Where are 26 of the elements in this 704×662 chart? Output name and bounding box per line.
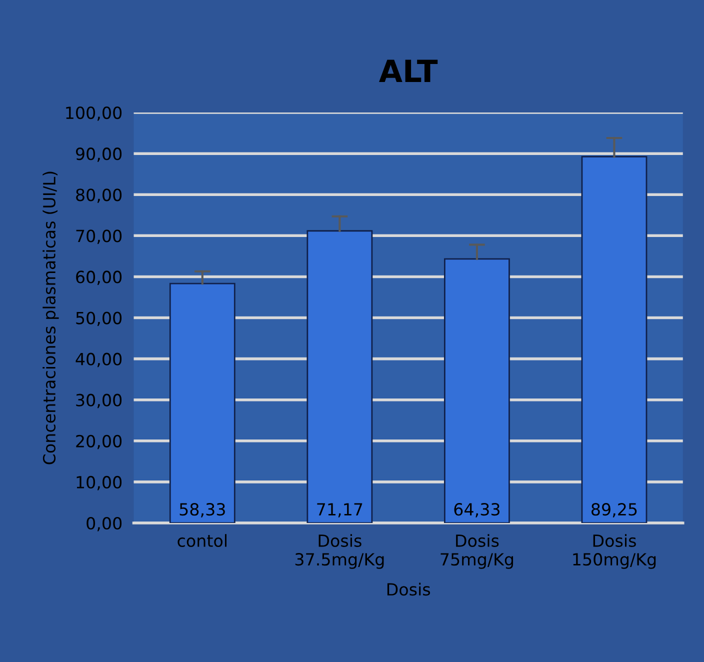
y-tick-label: 30,00: [76, 394, 122, 408]
y-tick-label: 100,00: [66, 106, 122, 121]
x-axis-title: Dosis: [387, 582, 430, 596]
bar: [169, 282, 236, 523]
y-tick-label: 90,00: [76, 148, 122, 162]
data-label: 58,33: [180, 503, 225, 518]
y-tick-label: 70,00: [76, 230, 122, 244]
x-tick-label: contol: [178, 534, 226, 547]
data-label: 89,25: [592, 503, 637, 518]
chart-title: ALT: [379, 60, 438, 82]
bar: [581, 156, 648, 523]
bar: [306, 230, 373, 523]
data-label: 71,17: [317, 503, 362, 518]
y-tick-label: 10,00: [76, 476, 122, 490]
x-tick-label: Dosis 150mg/Kg: [573, 534, 656, 569]
y-tick-label: 20,00: [76, 434, 122, 450]
bar: [444, 258, 510, 523]
y-axis-title: Concentraciones plasmaticas (UI/L): [42, 172, 59, 464]
x-tick-label: Dosis 37.5mg/Kg: [295, 534, 384, 569]
x-tick-label: Dosis 75mg/Kg: [440, 534, 514, 569]
data-label: 64,33: [454, 503, 500, 518]
y-tick-label: 40,00: [76, 352, 122, 368]
y-tick-label: 80,00: [76, 188, 122, 203]
y-tick-label: 0,00: [86, 516, 122, 532]
y-tick-label: 60,00: [76, 270, 122, 285]
y-tick-label: 50,00: [76, 312, 122, 326]
